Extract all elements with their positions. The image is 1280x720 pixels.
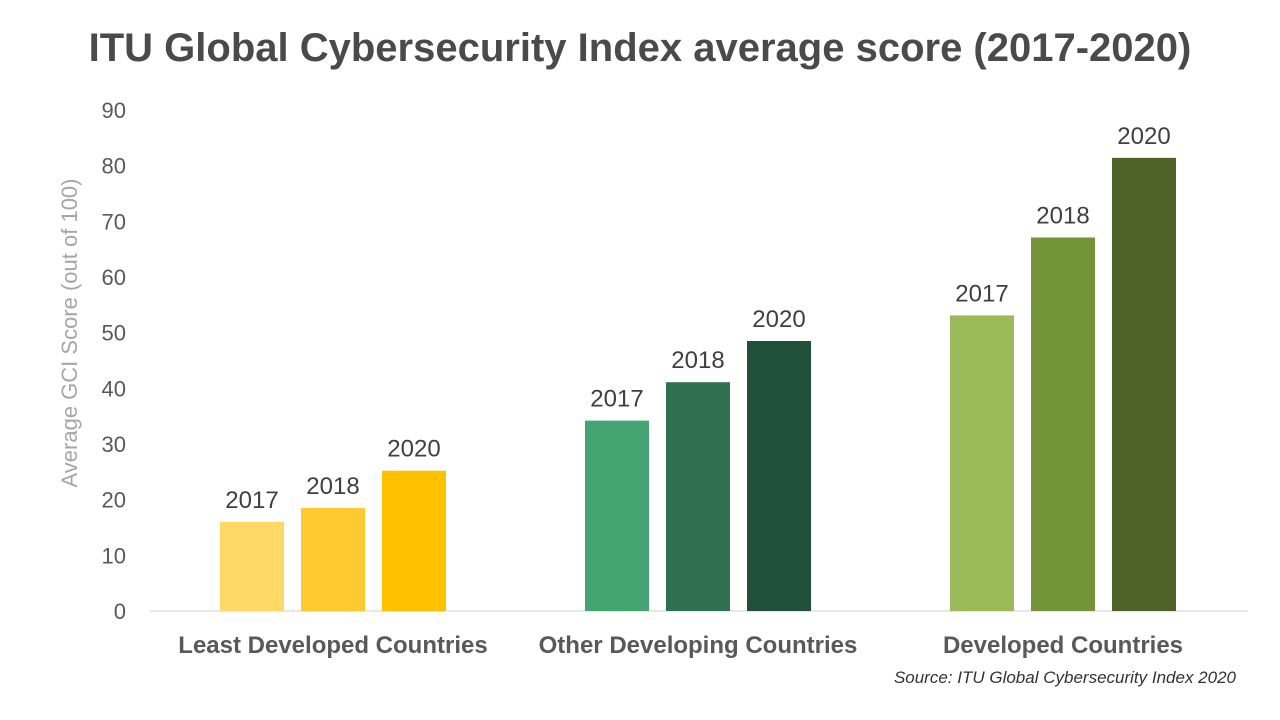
x-category-label: Other Developing Countries — [539, 632, 858, 659]
y-tick-label: 0 — [114, 599, 126, 624]
bar-data-label: 2018 — [306, 473, 359, 500]
bar — [301, 508, 365, 611]
bar-data-label: 2017 — [225, 487, 278, 514]
bar — [585, 420, 649, 611]
y-tick-label: 70 — [102, 209, 126, 234]
bar-data-label: 2018 — [1036, 202, 1089, 229]
bar — [950, 315, 1014, 611]
bar-data-label: 2017 — [955, 280, 1008, 307]
bar-data-label: 2020 — [387, 436, 440, 463]
y-axis-title: Average GCI Score (out of 100) — [57, 179, 82, 488]
chart-title: ITU Global Cybersecurity Index average s… — [88, 26, 1192, 70]
x-axis-labels: Least Developed Countries Other Developin… — [178, 632, 1183, 659]
bar — [1031, 237, 1095, 611]
bar-data-label: 2018 — [671, 347, 724, 374]
bars: 2017 2018 2020 2017 2018 2020 2017 2018 2020 — [220, 123, 1176, 611]
x-category-label: Least Developed Countries — [178, 632, 487, 659]
bar-data-label: 2017 — [590, 386, 643, 413]
x-category-label: Developed Countries — [943, 632, 1183, 659]
y-tick-label: 60 — [102, 265, 126, 290]
bar-data-label: 2020 — [752, 306, 805, 333]
source-note: Source: ITU Global Cybersecurity Index 2… — [893, 668, 1236, 687]
bar — [382, 470, 446, 611]
bar — [1112, 157, 1176, 611]
y-tick-label: 50 — [102, 321, 126, 346]
y-tick-label: 20 — [102, 488, 126, 513]
bar-data-label: 2020 — [1117, 123, 1170, 150]
bar — [747, 341, 811, 611]
y-tick-label: 40 — [102, 376, 126, 401]
y-tick-label: 80 — [102, 154, 126, 179]
y-tick-label: 10 — [102, 543, 126, 568]
y-tick-label: 90 — [102, 98, 126, 123]
bar — [220, 521, 284, 611]
y-axis: 0 10 20 30 40 50 60 70 80 90 — [102, 98, 126, 624]
y-tick-label: 30 — [102, 432, 126, 457]
bar — [666, 382, 730, 611]
